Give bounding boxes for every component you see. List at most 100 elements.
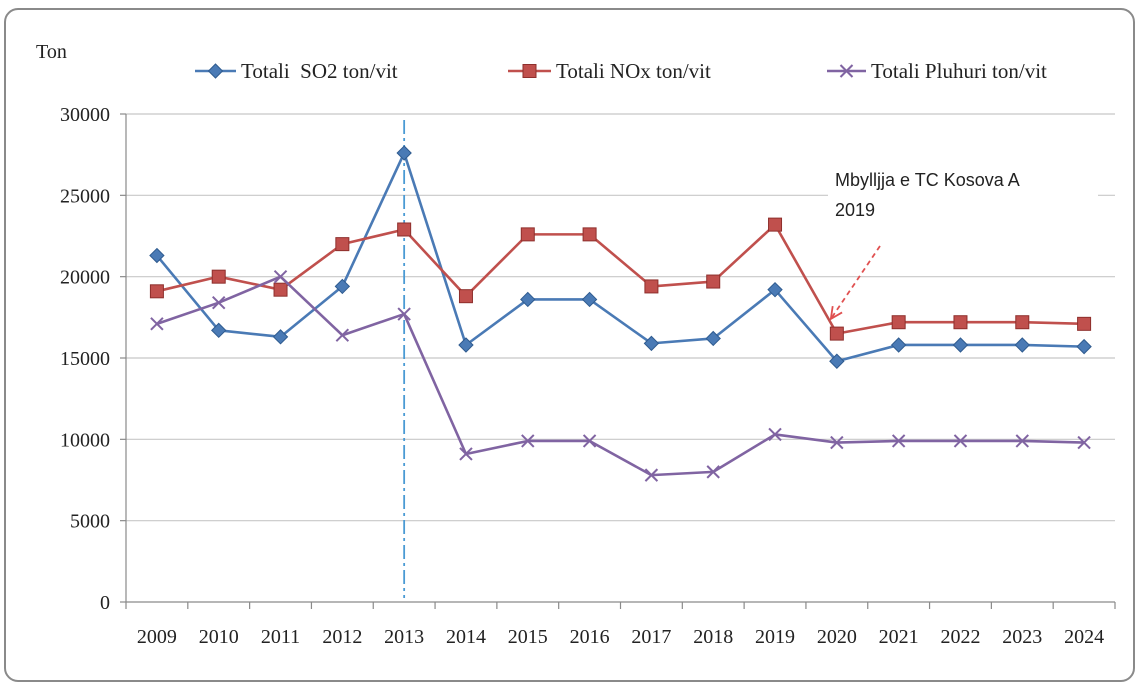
x-tick-2011: 2011	[261, 626, 300, 648]
data-point-stroke	[706, 465, 720, 479]
data-point	[953, 434, 968, 448]
data-point	[1015, 315, 1030, 330]
y-tick-20000: 20000	[60, 267, 110, 289]
data-point	[1014, 337, 1030, 353]
legend-marker	[207, 63, 224, 79]
data-point	[643, 335, 660, 352]
data-point	[644, 279, 659, 294]
x-tick-2020: 2020	[817, 626, 857, 648]
data-point	[705, 330, 721, 347]
data-point	[520, 227, 535, 242]
series-line-0	[155, 151, 1085, 363]
data-point	[582, 434, 597, 448]
series-lines	[149, 145, 1092, 482]
data-point-stroke	[335, 328, 350, 342]
annotation-text-0: Mbylljja e TC Kosova A	[835, 170, 1020, 190]
y-tick-10000: 10000	[60, 429, 110, 451]
data-point	[644, 468, 659, 482]
data-point	[149, 284, 164, 299]
x-tick-2013: 2013	[384, 626, 424, 648]
data-point-stroke	[273, 269, 288, 284]
x-tick-2009: 2009	[137, 626, 177, 648]
data-point	[768, 217, 783, 232]
data-point	[706, 465, 720, 479]
data-point	[582, 227, 597, 242]
data-point	[150, 317, 164, 331]
x-tick-2015: 2015	[508, 626, 548, 648]
data-point	[272, 329, 289, 345]
legend-marker-stroke	[839, 64, 854, 78]
data-point	[211, 322, 227, 339]
data-point-stroke	[582, 434, 597, 448]
data-point-stroke	[891, 434, 906, 448]
x-tick-2010: 2010	[199, 626, 239, 648]
data-point-stroke	[212, 295, 226, 310]
x-tick-2014: 2014	[446, 626, 486, 648]
annotation-arrow	[830, 245, 881, 320]
legend-marker	[839, 64, 854, 78]
data-point	[335, 237, 350, 252]
y-tick-15000: 15000	[60, 348, 110, 370]
series-line-2	[156, 275, 1085, 477]
data-point	[396, 145, 412, 161]
annotation-arrow-head	[829, 305, 843, 321]
data-point	[953, 315, 968, 330]
x-tick-2018: 2018	[693, 626, 733, 648]
data-point	[273, 282, 288, 297]
data-point-stroke	[830, 435, 844, 450]
x-tick-2021: 2021	[879, 626, 919, 648]
y-tick-5000: 5000	[70, 511, 110, 533]
data-point	[581, 291, 598, 308]
data-point-stroke	[459, 447, 473, 461]
legend-item-0: Totali SO2 ton/vit	[195, 59, 398, 83]
data-point-stroke	[1015, 434, 1029, 448]
data-point-stroke	[521, 434, 535, 448]
legend-label-0: Totali SO2 ton/vit	[241, 59, 398, 83]
gridlines	[126, 113, 1115, 522]
data-point	[1077, 435, 1091, 450]
annotation-box	[828, 162, 1098, 232]
x-tick-2012: 2012	[322, 626, 362, 648]
series-1	[149, 217, 1092, 341]
x-tick-labels: 2009 2010 2011 2012 2013 2014 2015 2016 2017 2018…	[137, 626, 1104, 648]
series-line-1	[156, 223, 1085, 335]
data-point-stroke	[1077, 435, 1091, 450]
x-tick-2022: 2022	[940, 626, 980, 648]
legend: Totali SO2 ton/vit Totali NOx ton/vit Tota…	[195, 59, 1047, 83]
data-point	[829, 326, 844, 341]
data-point-stroke	[644, 468, 659, 482]
data-point	[520, 291, 536, 308]
x-tick-2017: 2017	[631, 626, 671, 648]
annotation: Mbylljja e TC Kosova A 2019	[828, 162, 1098, 321]
data-point-stroke	[150, 317, 164, 331]
series-0	[149, 145, 1092, 369]
data-point-stroke	[953, 434, 968, 448]
data-point	[521, 434, 535, 448]
data-point	[1015, 434, 1029, 448]
data-point-stroke	[768, 427, 782, 442]
legend-item-2: Totali Pluhuri ton/vit	[827, 59, 1047, 83]
data-point	[706, 274, 721, 289]
y-tick-25000: 25000	[60, 185, 110, 207]
data-point	[397, 307, 411, 321]
data-point	[397, 222, 412, 237]
y-tick-0: 0	[100, 592, 110, 614]
data-point	[1077, 316, 1092, 331]
data-point	[890, 337, 907, 353]
legend-item-1: Totali NOx ton/vit	[508, 59, 711, 83]
data-point	[891, 315, 906, 330]
data-point	[273, 269, 288, 284]
data-point	[830, 435, 844, 450]
x-tick-2016: 2016	[570, 626, 610, 648]
legend-label-1: Totali NOx ton/vit	[556, 59, 711, 83]
y-tick-labels: 0 5000 10000 15000 20000 25000 30000	[60, 104, 110, 614]
data-point	[211, 269, 226, 284]
x-tick-2023: 2023	[1002, 626, 1042, 648]
data-point	[334, 278, 351, 295]
legend-marker	[522, 64, 537, 78]
data-point	[149, 247, 165, 264]
y-axis-label: Ton	[36, 41, 67, 63]
y-tick-30000: 30000	[60, 104, 110, 126]
annotation-text-1: 2019	[835, 200, 875, 220]
